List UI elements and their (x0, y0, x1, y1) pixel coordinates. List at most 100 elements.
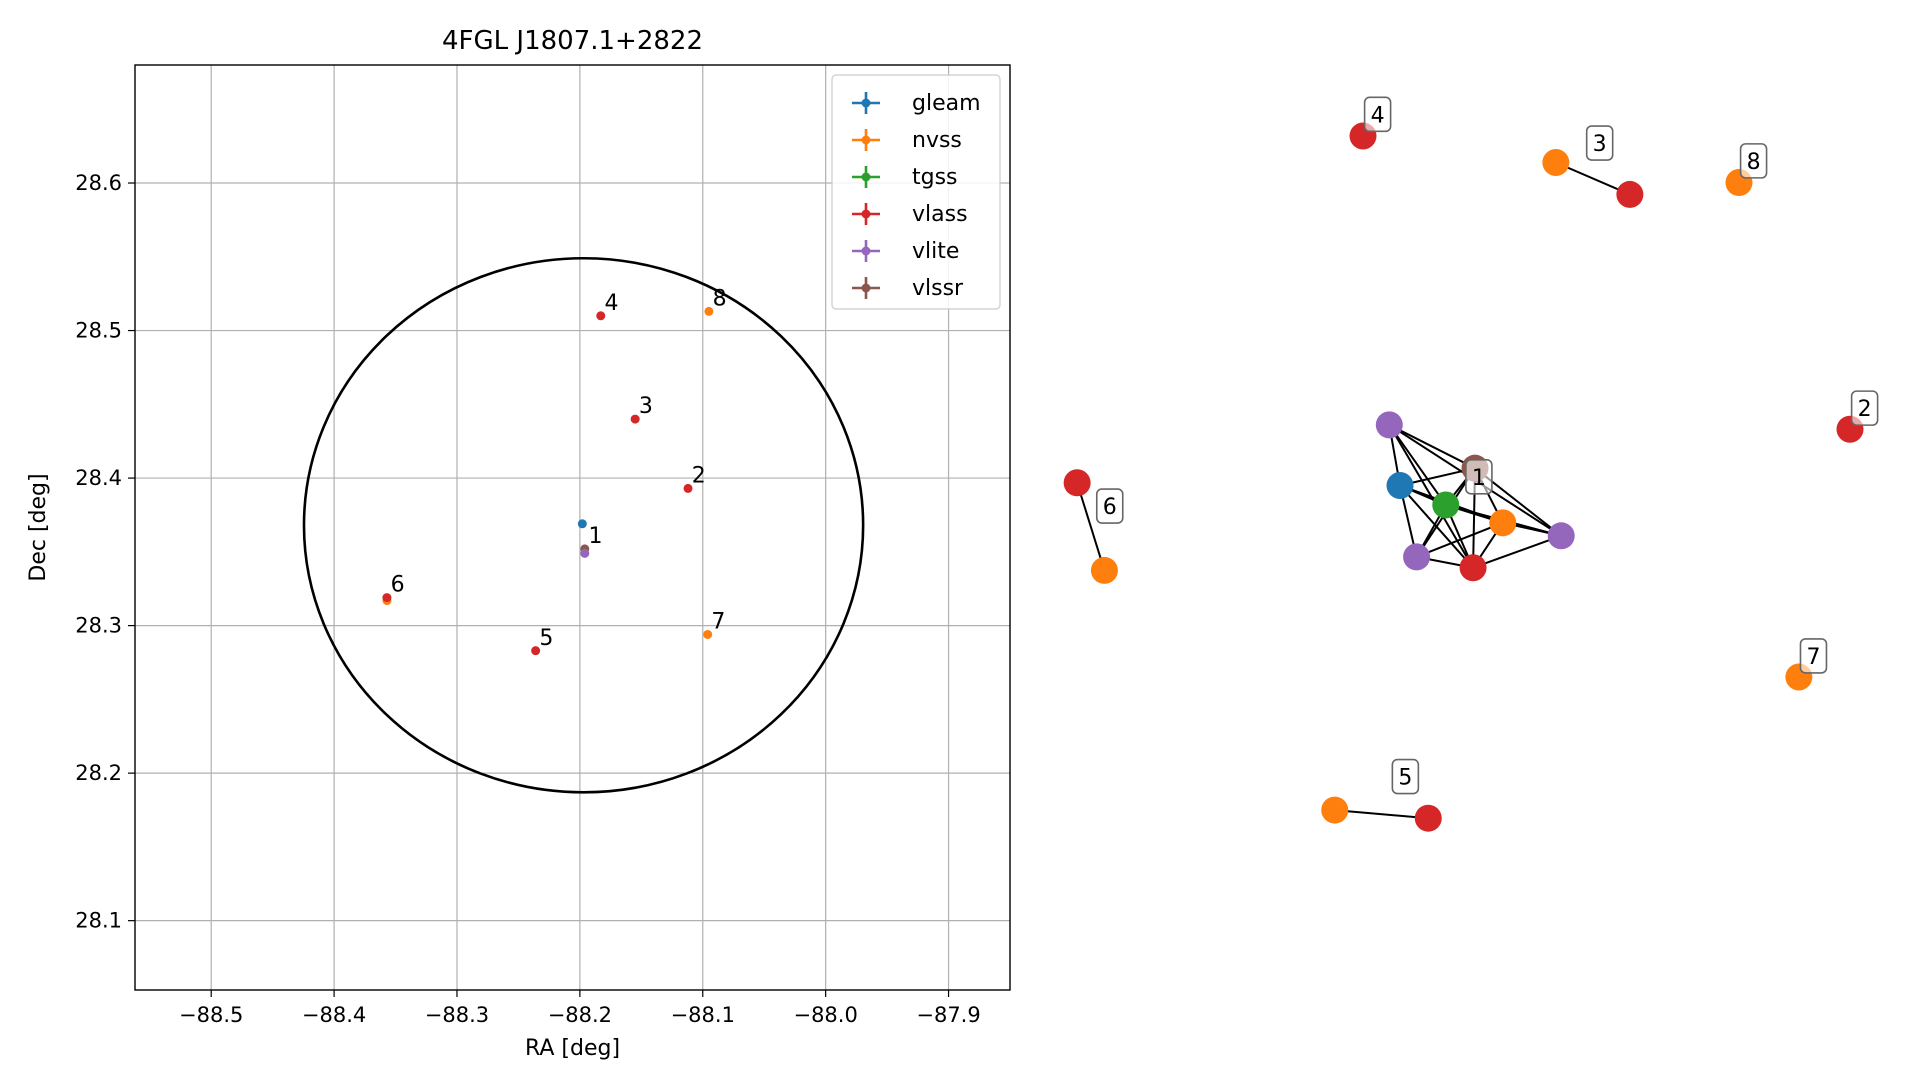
network-edge (1472, 534, 1562, 569)
legend-label-tgss: tgss (912, 165, 958, 190)
network-node-nvss (1542, 149, 1570, 177)
network-node-vlite (1375, 411, 1403, 439)
legend-label-nvss: nvss (912, 128, 962, 153)
x-tick-label: −88.4 (302, 1003, 366, 1027)
source-point-vlass (531, 646, 541, 656)
node-label-text: 8 (1747, 150, 1761, 175)
node-label-box (1391, 758, 1420, 795)
network-node-vlite (1403, 543, 1431, 571)
node-label-text: 3 (1593, 132, 1607, 157)
network-edge (1399, 484, 1474, 569)
node-label: 3 (1585, 125, 1614, 161)
network-edge (1076, 482, 1106, 571)
network-node-vlass (1414, 804, 1442, 832)
network-node-nvss (1090, 556, 1118, 584)
network-node-vlass (1459, 554, 1487, 582)
annotations-layer: 1 2 3 4 5 6 7 8 (391, 286, 727, 650)
x-axis-label: RA [deg] (525, 1036, 620, 1061)
node-label: 2 (1850, 390, 1879, 426)
annotation-label: 1 (588, 524, 602, 549)
network-node-vlass (1616, 180, 1644, 208)
node-label-box (1739, 143, 1768, 179)
legend: gleam nvss tgss vlass vlite vlssr (831, 74, 1001, 310)
uncertainty-ellipse-layer (302, 256, 865, 794)
y-tick-label: 28.2 (75, 761, 122, 785)
y-tick-label: 28.1 (75, 909, 122, 933)
x-ticks: −88.5 −88.4 −88.3 −88.2 −88.1 −88.0 −87.9 (179, 990, 981, 1027)
y-tick-label: 28.4 (75, 466, 122, 490)
y-tick-label: 28.6 (75, 171, 122, 195)
network-edge (1388, 424, 1447, 506)
node-label-text: 1 (1472, 466, 1486, 491)
node-labels-layer: 4 3 8 2 1 6 7 5 (1095, 96, 1879, 795)
legend-marker-dot (861, 172, 871, 182)
annotation-label: 3 (639, 394, 653, 419)
source-point-nvss (703, 629, 713, 639)
uncertainty-ellipse (302, 256, 865, 794)
edges-layer (1076, 161, 1631, 820)
legend-label-gleam: gleam (912, 91, 981, 116)
network-edge (1334, 809, 1429, 820)
x-tick-label: −88.2 (548, 1003, 612, 1027)
annotation-label: 5 (539, 626, 553, 651)
node-label-box (1799, 638, 1828, 674)
network-node-tgss (1432, 491, 1460, 519)
source-point-vlass (596, 311, 606, 321)
legend-label-vlass: vlass (912, 202, 968, 227)
plot-frame (134, 64, 1011, 991)
network-node-gleam (1386, 471, 1414, 499)
network-panel: 4 3 8 2 1 6 7 5 (1063, 96, 1879, 832)
node-label-box (1465, 459, 1493, 495)
legend-marker-dot (861, 98, 871, 108)
node-label-text: 5 (1398, 766, 1412, 791)
legend-marker-dot (861, 283, 871, 293)
node-label: 8 (1739, 143, 1768, 179)
node-label-text: 7 (1806, 645, 1820, 670)
source-point-nvss (704, 306, 714, 316)
x-tick-label: −88.0 (793, 1003, 857, 1027)
source-point-gleam (577, 519, 587, 529)
x-tick-label: −87.9 (916, 1003, 980, 1027)
annotation-label: 7 (711, 610, 725, 635)
y-tick-label: 28.3 (75, 614, 122, 638)
annotation-label: 4 (604, 291, 618, 316)
y-axis-label: Dec [deg] (26, 473, 51, 581)
node-label: 6 (1095, 488, 1124, 524)
node-label-text: 2 (1858, 397, 1872, 422)
x-tick-label: −88.5 (179, 1003, 243, 1027)
node-label-box (1095, 488, 1124, 524)
node-label-text: 6 (1103, 495, 1117, 520)
node-label-box (1850, 390, 1879, 426)
points-layer (382, 306, 714, 656)
nodes-layer (1063, 122, 1864, 832)
x-tick-label: −88.3 (425, 1003, 489, 1027)
node-label: 4 (1363, 96, 1392, 133)
legend-marker-dot (861, 135, 871, 145)
source-point-vlite (580, 548, 590, 558)
network-node-vlass (1063, 469, 1091, 497)
source-point-vlass (382, 593, 392, 603)
network-node-nvss (1321, 796, 1349, 824)
x-tick-label: −88.1 (671, 1003, 735, 1027)
legend-marker-dot (861, 209, 871, 219)
network-edge (1388, 424, 1476, 470)
node-label-text: 4 (1371, 103, 1385, 128)
legend-label-vlssr: vlssr (912, 276, 964, 301)
chart-title: 4FGL J1807.1+2822 (442, 26, 703, 56)
y-ticks: 28.1 28.2 28.3 28.4 28.5 28.6 (75, 171, 135, 933)
network-edge (1416, 521, 1504, 558)
annotation-label: 2 (692, 464, 706, 489)
network-node-nvss (1489, 509, 1517, 537)
network-node-vlite (1547, 522, 1575, 550)
y-tick-label: 28.5 (75, 319, 122, 343)
annotation-label: 6 (391, 573, 405, 598)
annotation-label: 8 (713, 286, 727, 311)
node-label: 5 (1391, 758, 1420, 795)
legend-marker-dot (861, 246, 871, 256)
source-point-vlass (630, 414, 640, 424)
node-label: 7 (1799, 638, 1828, 674)
node-label-box (1363, 96, 1392, 133)
node-label-box (1585, 125, 1614, 161)
